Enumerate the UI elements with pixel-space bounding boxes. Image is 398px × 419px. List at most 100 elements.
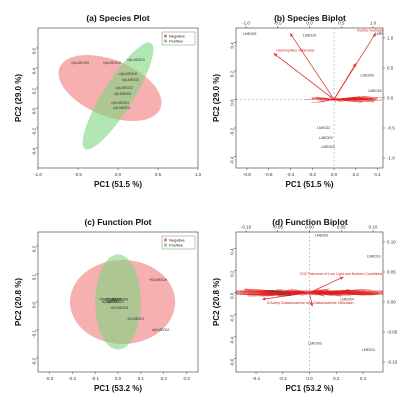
top-tick-label: 1.0 [370,21,377,26]
point-label: LME018 [124,72,137,76]
legend-box [161,235,196,250]
point-label: LME024 [110,300,123,304]
y-tick-label: 0.4 [230,42,235,49]
arrow-head [372,32,376,37]
point-marker [113,93,115,95]
point-label: LME019 [367,254,380,258]
y-tick-label: -0.4 [230,336,235,344]
x-tick-label: 1.0 [195,172,202,177]
point-marker [111,102,113,104]
legend-label: Positive [169,38,184,43]
y-tick-label: -0.6 [230,358,235,366]
y-tick-label: 0.1 [32,274,37,281]
panel-title: (b) Species Biplot [274,13,346,23]
point-label: LME009 [115,297,128,301]
data-point [104,61,108,65]
point-label: LME001 [117,106,130,110]
x-tick-label: -0.4 [287,172,295,177]
point-label: LME022 [278,293,291,297]
x-tick-label: 0.0 [331,172,338,177]
loading-vector [331,99,335,102]
point-label: LME022 [317,126,330,130]
data-point [116,86,120,90]
x-tick-label: 0.4 [360,376,367,381]
point-marker [106,301,108,303]
point-label: LME022 [120,86,133,90]
legend-swatch [164,243,167,247]
loading-vector [333,99,372,101]
y-tick-label: 0.0 [32,108,37,115]
point-label: LME005 [108,297,121,301]
y-tick-label: -0.1 [32,330,37,338]
x-tick-label: -0.5 [74,172,82,177]
y-tick-label: 0.2 [230,70,235,77]
arrow-label: CO2 Tolerance of Low Light and Nutrient … [299,272,382,276]
point-label: LME003 [115,306,128,310]
panel-title: (d) Function Biplot [272,217,348,227]
y-tick-label: 0.6 [32,48,37,55]
x-tick-label: -0.8 [243,172,251,177]
point-label: LME018 [104,297,117,301]
legend-swatch [164,39,167,43]
top-tick-label: -0.10 [241,225,252,230]
x-tick-label: -0.3 [46,376,54,381]
point-label: LME003 [118,92,131,96]
data-point [100,297,104,301]
top-tick-label: 0.5 [338,21,345,26]
point-label: LME010 [303,33,316,37]
y-tick-label: 0.0 [230,99,235,106]
arrow-label: Haemophilus influenzae [276,49,314,53]
point-marker [103,62,105,64]
y-tick-label: -0.4 [230,156,235,164]
y-tick-label: 0.0 [230,292,235,299]
x-axis-label: PC1 (51.5 %) [285,180,333,189]
y-axis-label: PC2 (29.0 %) [14,74,23,122]
x-tick-label: -1.0 [34,172,42,177]
loading-arrow [309,292,313,306]
right-tick-label: -0.10 [387,360,398,365]
point-label: LME009 [268,290,281,294]
panel-title: (a) Species Plot [86,13,149,23]
arrow-head [339,276,344,280]
loading-band [236,290,383,295]
data-point [114,106,117,110]
right-tick-label: 0.0 [387,96,394,101]
ellipse-positive [95,254,141,350]
y-tick-label: -0.2 [32,128,37,136]
point-marker [103,298,105,300]
x-tick-label: 0.2 [333,376,340,381]
point-marker [112,107,114,109]
top-tick-label: 0.10 [369,225,378,230]
right-tick-label: 0.05 [387,270,396,275]
panel-b: (b) Species Biplot Haemophilus influenzae… [212,13,395,189]
arrow-head [289,32,294,37]
right-tick-label: 0.10 [387,240,396,245]
right-tick-label: 1.0 [387,36,394,41]
x-tick-label: -0.2 [308,172,316,177]
data-point [105,297,108,301]
data-point [112,306,115,309]
data-point [128,58,132,62]
legend-swatch [164,34,167,38]
y-tick-label: 0.2 [32,246,37,253]
data-point [72,61,76,65]
data-point [120,72,124,76]
loading-vector [319,99,335,101]
point-label: LME009 [361,73,374,77]
right-tick-label: -0.05 [387,330,398,335]
x-tick-label: 0.2 [161,376,168,381]
x-axis-label: PC1 (51.5 %) [94,180,142,189]
point-label: LME009 [76,61,89,65]
x-tick-label: 0.0 [306,376,313,381]
data-point [153,328,156,332]
point-marker [71,62,73,64]
x-tick-label: 0.5 [155,172,162,177]
panel-title: (c) Function Plot [84,217,151,227]
point-label: LME022 [126,78,139,82]
arrow-head [352,62,357,67]
x-tick-label: 0.4 [374,172,381,177]
y-axis-label: PC2 (20.8 %) [14,278,23,326]
y-axis-label: PC2 (20.8 %) [212,278,221,326]
loading-vector [315,97,335,100]
y-tick-label: 0.4 [230,248,235,255]
